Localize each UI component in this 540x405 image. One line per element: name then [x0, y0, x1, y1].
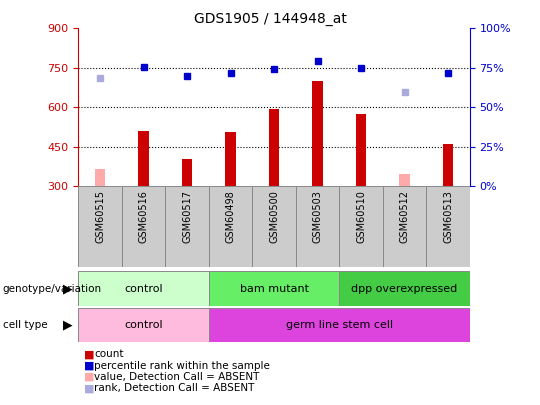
Text: ■: ■ — [84, 350, 94, 359]
Bar — [78, 186, 122, 267]
Text: percentile rank within the sample: percentile rank within the sample — [94, 361, 271, 371]
Text: genotype/variation: genotype/variation — [3, 284, 102, 294]
Bar — [443, 144, 454, 186]
Text: GSM60503: GSM60503 — [313, 190, 322, 243]
Bar — [356, 114, 367, 186]
Bar — [339, 271, 470, 306]
Bar — [426, 186, 470, 267]
Text: GSM60516: GSM60516 — [139, 190, 148, 243]
Bar — [296, 186, 339, 267]
Bar — [209, 308, 470, 342]
Text: GSM60517: GSM60517 — [182, 190, 192, 243]
Text: germ line stem cell: germ line stem cell — [286, 320, 393, 330]
Bar — [225, 132, 236, 186]
Text: cell type: cell type — [3, 320, 48, 330]
Text: GDS1905 / 144948_at: GDS1905 / 144948_at — [193, 12, 347, 26]
Text: bam mutant: bam mutant — [240, 284, 308, 294]
Bar — [209, 186, 252, 267]
Bar — [209, 271, 339, 306]
Text: GSM60498: GSM60498 — [226, 190, 235, 243]
Text: ■: ■ — [84, 384, 94, 393]
Text: control: control — [124, 284, 163, 294]
Text: ■: ■ — [84, 372, 94, 382]
Text: GSM60512: GSM60512 — [400, 190, 409, 243]
Text: ▶: ▶ — [63, 282, 73, 295]
Bar — [78, 271, 209, 306]
Bar — [383, 186, 426, 267]
Bar — [399, 175, 410, 186]
Text: rank, Detection Call = ABSENT: rank, Detection Call = ABSENT — [94, 384, 255, 393]
Text: value, Detection Call = ABSENT: value, Detection Call = ABSENT — [94, 372, 260, 382]
Bar — [138, 131, 149, 186]
Bar — [94, 169, 105, 186]
Text: control: control — [124, 320, 163, 330]
Bar — [339, 186, 383, 267]
Text: GSM60515: GSM60515 — [95, 190, 105, 243]
Bar — [252, 186, 296, 267]
Bar — [181, 159, 192, 186]
Bar — [268, 109, 280, 186]
Text: dpp overexpressed: dpp overexpressed — [352, 284, 458, 294]
Bar — [122, 186, 165, 267]
Text: GSM60510: GSM60510 — [356, 190, 366, 243]
Text: GSM60500: GSM60500 — [269, 190, 279, 243]
Bar — [78, 308, 209, 342]
Text: count: count — [94, 350, 124, 359]
Bar — [165, 186, 209, 267]
Bar — [312, 81, 323, 186]
Text: ▶: ▶ — [63, 318, 73, 332]
Text: ■: ■ — [84, 361, 94, 371]
Text: GSM60513: GSM60513 — [443, 190, 453, 243]
